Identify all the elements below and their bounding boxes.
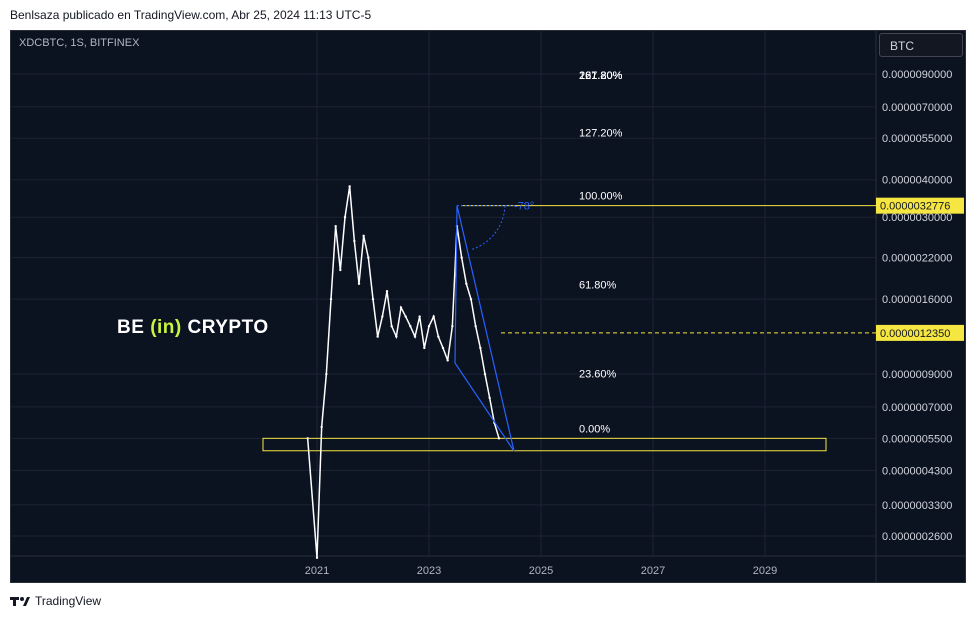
price-point <box>362 234 365 238</box>
wedge-upper-line <box>456 205 515 452</box>
price-point <box>413 335 417 338</box>
fib-level-label: 261.80% <box>579 70 623 82</box>
y-tick-label: 0.0000070000 <box>882 102 952 114</box>
y-tick-label: 0.0000007000 <box>882 402 952 414</box>
x-tick-label: 2025 <box>529 565 553 577</box>
price-badge-highlight <box>876 197 964 214</box>
price-point <box>423 346 426 350</box>
price-point <box>427 325 431 328</box>
price-point <box>306 437 309 440</box>
price-point <box>488 396 491 400</box>
angle-arc <box>470 205 506 251</box>
x-tick-label: 2027 <box>641 565 665 577</box>
price-point <box>437 335 440 338</box>
symbol-info: XDCBTC, 1S, BITFINEX <box>19 37 140 49</box>
price-point <box>395 335 398 338</box>
publisher-header: Benlsaza publicado en TradingView.com, A… <box>10 8 372 22</box>
angle-label: -78° <box>514 201 534 213</box>
price-point <box>399 306 403 309</box>
footer-brand[interactable]: TradingView <box>35 594 102 608</box>
price-point <box>325 372 328 376</box>
price-point <box>474 325 477 328</box>
fib-level-label: 23.60% <box>579 368 617 380</box>
beincrypto-logo: BE (in) CRYPTO <box>117 317 269 339</box>
price-point <box>343 216 347 219</box>
price-point <box>367 256 370 259</box>
y-tick-label: 0.0000016000 <box>882 294 952 306</box>
y-tick-label: 0.0000022000 <box>882 253 952 265</box>
price-point <box>404 315 407 318</box>
y-tick-label: 0.0000004300 <box>882 465 952 477</box>
price-point <box>465 282 468 285</box>
price-point <box>339 268 342 272</box>
x-tick-label: 2029 <box>753 565 777 577</box>
price-point <box>469 297 473 301</box>
price-point <box>385 290 389 293</box>
price-point <box>357 282 361 285</box>
price-point <box>353 239 356 243</box>
fib-level-label: 227.20% <box>579 70 623 82</box>
y-tick-label: 0.0000009000 <box>882 369 952 381</box>
price-point <box>390 325 393 328</box>
price-badge-dashed-text: 0.0000012350 <box>880 328 950 340</box>
price-chart[interactable]: 2021 2023 2025 2027 2029 0.0000090000 0.000007… <box>11 31 966 583</box>
logo-text-crypto: CRYPTO <box>187 317 269 338</box>
price-badge-dashed <box>876 324 964 341</box>
price-point <box>418 315 421 318</box>
tradingview-logo-icon <box>10 595 30 607</box>
price-point <box>315 556 319 559</box>
fib-level-label: 161.80% <box>579 70 623 82</box>
wedge-left-line <box>454 205 458 364</box>
price-point <box>460 256 463 259</box>
fib-level-label: 61.80% <box>579 280 617 292</box>
logo-text-be: BE <box>117 317 145 338</box>
price-point <box>409 325 412 328</box>
y-tick-label: 0.0000030000 <box>882 212 952 224</box>
x-tick-label: 2023 <box>417 565 441 577</box>
wedge-lower-line <box>454 362 515 452</box>
y-tick-label: 0.0000003300 <box>882 500 952 512</box>
price-point <box>446 359 449 362</box>
price-point <box>320 425 323 429</box>
price-point <box>329 297 333 301</box>
price-point <box>497 437 501 440</box>
support-zone <box>262 437 827 452</box>
y-tick-label: 0.0000005500 <box>882 433 952 445</box>
logo-text-in: (in) <box>150 317 182 338</box>
price-point <box>376 335 379 338</box>
chart-panel[interactable]: 2021 2023 2025 2027 2029 0.0000090000 0.000007… <box>10 30 966 583</box>
x-tick-label: 2021 <box>305 565 329 577</box>
fib-level-label: 0.00% <box>579 423 610 435</box>
price-point <box>381 315 384 318</box>
price-point <box>483 372 487 376</box>
price-point <box>348 185 351 188</box>
fib-level-label: 100.00% <box>579 191 623 203</box>
price-point <box>334 224 337 228</box>
fib-level-label: 127.20% <box>579 127 623 139</box>
y-tick-label: 0.0000002600 <box>882 531 952 543</box>
price-point <box>441 346 445 350</box>
y-tick-label: 0.0000090000 <box>882 69 952 81</box>
price-point <box>479 346 482 350</box>
footer: TradingView <box>10 594 101 608</box>
price-point <box>371 297 375 301</box>
price-point <box>451 325 454 328</box>
price-line <box>306 186 500 558</box>
currency-button[interactable]: BTC <box>879 33 963 57</box>
price-badge-highlight-text: 0.0000032776 <box>880 201 950 213</box>
price-point <box>432 315 435 318</box>
y-tick-label: 0.0000040000 <box>882 175 952 187</box>
y-tick-label: 0.0000055000 <box>882 133 952 145</box>
